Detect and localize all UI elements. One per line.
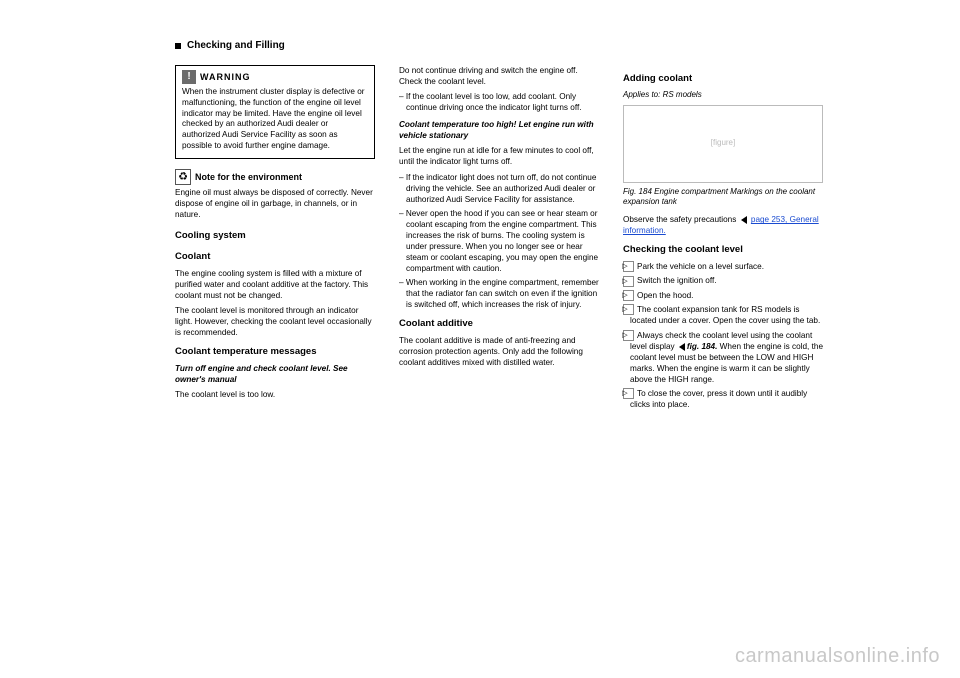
col2-p1: Do not continue driving and switch the e… [399, 65, 599, 87]
step-arrow-icon: ▷ [623, 290, 634, 301]
coolant-subheading: Coolant [175, 251, 375, 264]
message-1-label: Turn off engine and check coolant level.… [175, 363, 375, 385]
warning-header: ! WARNING [182, 70, 368, 84]
warning-label: WARNING [200, 71, 251, 83]
column-3: Adding coolant Applies to: RS models [fi… [623, 65, 823, 413]
cover-close-step: ▷To close the cover, press it down until… [623, 388, 823, 410]
reference-arrow-icon [741, 216, 747, 224]
environment-note: ♻ Note for the environment Engine oil mu… [175, 169, 375, 220]
environment-label: Note for the environment [195, 171, 302, 183]
environment-header: ♻ Note for the environment [175, 169, 375, 185]
step-arrow-icon: ▷ [623, 261, 634, 272]
page-title: Checking and Filling [187, 40, 285, 51]
step-arrow-icon: ▷ [623, 388, 634, 399]
message-2-label: Coolant temperature too high! Let engine… [399, 119, 599, 141]
message-1-body: The coolant level is too low. [175, 389, 375, 400]
step-2: ▷Switch the ignition off. [623, 275, 823, 286]
section-header: Checking and Filling [175, 40, 825, 51]
column-1: ! WARNING When the instrument cluster di… [175, 65, 375, 413]
col2-dash2c: – When working in the engine compartment… [399, 277, 599, 310]
col2-dash2a: – If the indicator light does not turn o… [399, 172, 599, 205]
step-5: ▷Always check the coolant level using th… [623, 330, 823, 386]
column-2: Do not continue driving and switch the e… [399, 65, 599, 413]
additive-paragraph: The coolant additive is made of anti-fre… [399, 335, 599, 368]
step-3: ▷Open the hood. [623, 290, 823, 301]
figure-placeholder: [figure] [623, 105, 823, 183]
manual-page: Checking and Filling ! WARNING When the … [175, 40, 825, 413]
precautions-para: Observe the safety precautions page 253,… [623, 214, 823, 236]
environment-text: Engine oil must always be disposed of co… [175, 188, 375, 220]
watermark-text: carmanualsonline.info [735, 645, 940, 668]
applies-to-label: Applies to: RS models [623, 90, 823, 101]
header-bullet-icon [175, 43, 181, 49]
figure-caption: Fig. 184 Engine compartment Markings on … [623, 187, 823, 209]
cooling-heading: Cooling system [175, 230, 375, 243]
step-4: ▷The coolant expansion tank for RS model… [623, 304, 823, 326]
columns: ! WARNING When the instrument cluster di… [175, 65, 825, 413]
additive-heading: Coolant additive [399, 318, 599, 331]
col2-dash2b: – Never open the hood if you can see or … [399, 208, 599, 274]
warning-text: When the instrument cluster display is d… [182, 87, 368, 152]
coolant-paragraph-2: The coolant level is monitored through a… [175, 305, 375, 338]
checking-level-heading: Checking the coolant level [623, 244, 823, 257]
message-2-body: Let the engine run at idle for a few min… [399, 145, 599, 167]
adding-coolant-heading: Adding coolant [623, 73, 823, 86]
step-arrow-icon: ▷ [623, 276, 634, 287]
recycle-icon: ♻ [175, 169, 191, 185]
step-arrow-icon: ▷ [623, 304, 634, 315]
messages-heading: Coolant temperature messages [175, 346, 375, 359]
coolant-paragraph-1: The engine cooling system is filled with… [175, 268, 375, 301]
reference-arrow-icon [679, 343, 685, 351]
step-arrow-icon: ▷ [623, 330, 634, 341]
col2-dash1: – If the coolant level is too low, add c… [399, 91, 599, 113]
step-1: ▷Park the vehicle on a level surface. [623, 261, 823, 272]
warning-triangle-icon: ! [182, 70, 196, 84]
warning-box: ! WARNING When the instrument cluster di… [175, 65, 375, 159]
